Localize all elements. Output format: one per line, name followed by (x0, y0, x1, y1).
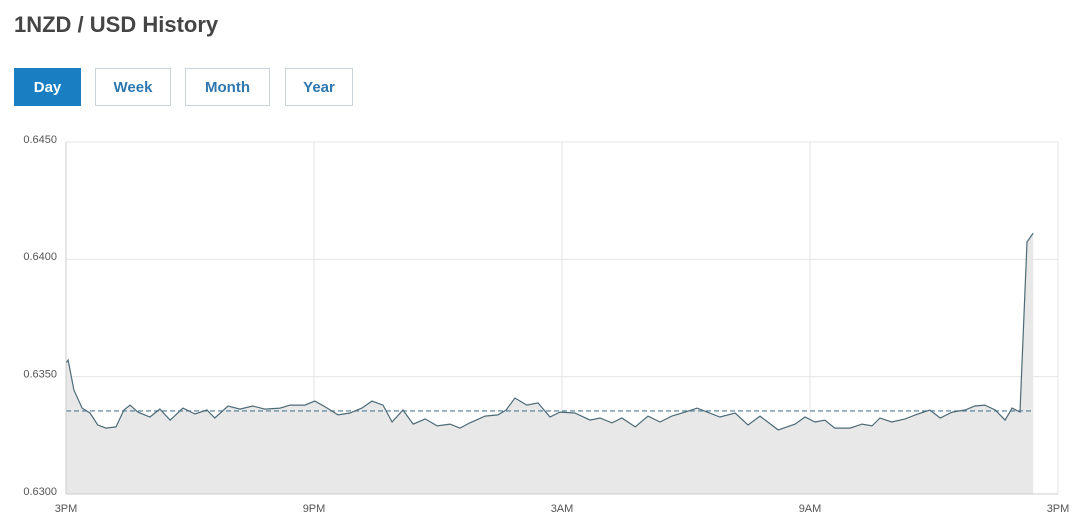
x-tick-label: 3PM (55, 503, 78, 515)
price-line (65, 232, 1034, 431)
x-tick-label: 9AM (799, 503, 822, 515)
y-tick-label: 0.6450 (23, 134, 57, 146)
page-title: 1NZD / USD History (14, 12, 219, 37)
x-tick-label: 3AM (551, 503, 574, 515)
area-fill (66, 233, 1034, 494)
tab-year[interactable]: Year (285, 68, 353, 106)
tab-month[interactable]: Month (185, 68, 270, 106)
x-tick-label: 3PM (1047, 503, 1070, 515)
tab-day[interactable]: Day (14, 68, 81, 106)
y-tick-label: 0.6350 (23, 369, 57, 381)
y-tick-label: 0.6400 (23, 251, 57, 263)
tab-week[interactable]: Week (95, 68, 171, 106)
y-tick-label: 0.6300 (23, 486, 57, 498)
x-tick-label: 9PM (303, 503, 326, 515)
